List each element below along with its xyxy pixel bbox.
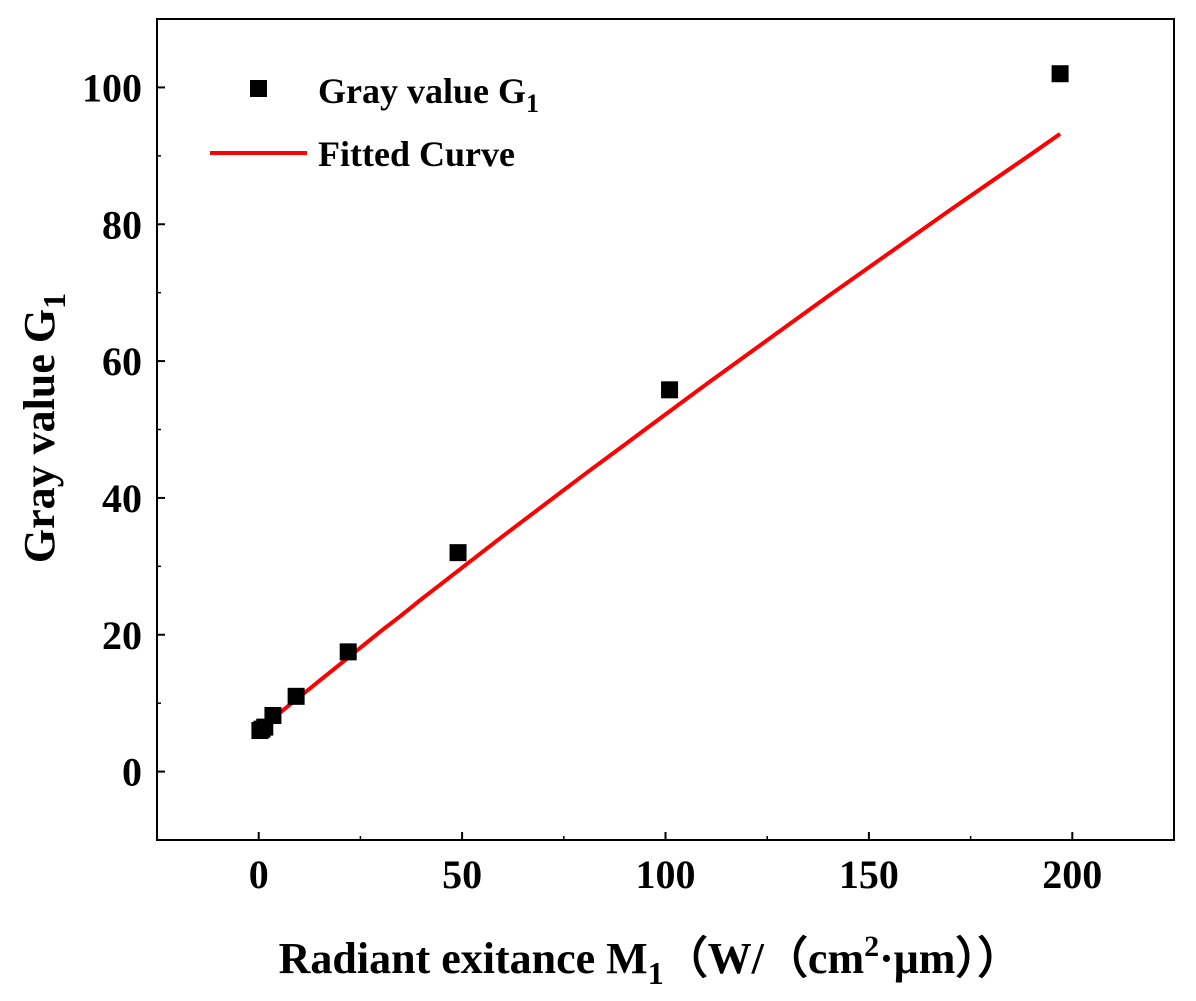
y-tick-label: 60 — [102, 339, 142, 384]
fitted-curve-layer — [257, 132, 1062, 733]
legend-marker-gray-value — [250, 80, 267, 97]
y-axis-title: Gray value G1 — [15, 293, 72, 563]
x-tick-label: 100 — [636, 852, 696, 897]
x-tick-label: 150 — [839, 852, 899, 897]
legend: Gray value G1 Fitted Curve — [210, 71, 539, 174]
x-axis-title: Radiant exitance M1（W/（cm2·μm）） — [279, 930, 1022, 991]
x-tick-label: 50 — [442, 852, 482, 897]
data-point — [339, 643, 357, 661]
plot-frame — [156, 18, 1175, 841]
fitted-curve-line — [257, 132, 1062, 733]
data-point — [661, 381, 679, 399]
data-point — [287, 687, 305, 705]
y-tick-label: 40 — [102, 476, 142, 521]
x-tick-label: 0 — [249, 852, 269, 897]
y-tick-label: 100 — [82, 65, 142, 110]
y-tick-label: 80 — [102, 202, 142, 247]
legend-label-gray-value: Gray value G1 — [318, 71, 539, 118]
data-point — [1051, 65, 1069, 83]
plot-area — [156, 18, 1175, 841]
data-point — [449, 544, 467, 562]
ticks-layer: 0 50 100 150 200 0 20 40 60 80 100 — [82, 65, 1102, 897]
x-tick-label: 200 — [1042, 852, 1102, 897]
y-tick-label: 20 — [102, 613, 142, 658]
data-points-layer — [251, 65, 1069, 740]
data-point — [264, 706, 282, 724]
legend-label-fitted-curve: Fitted Curve — [318, 134, 515, 174]
y-tick-label: 0 — [122, 750, 142, 795]
